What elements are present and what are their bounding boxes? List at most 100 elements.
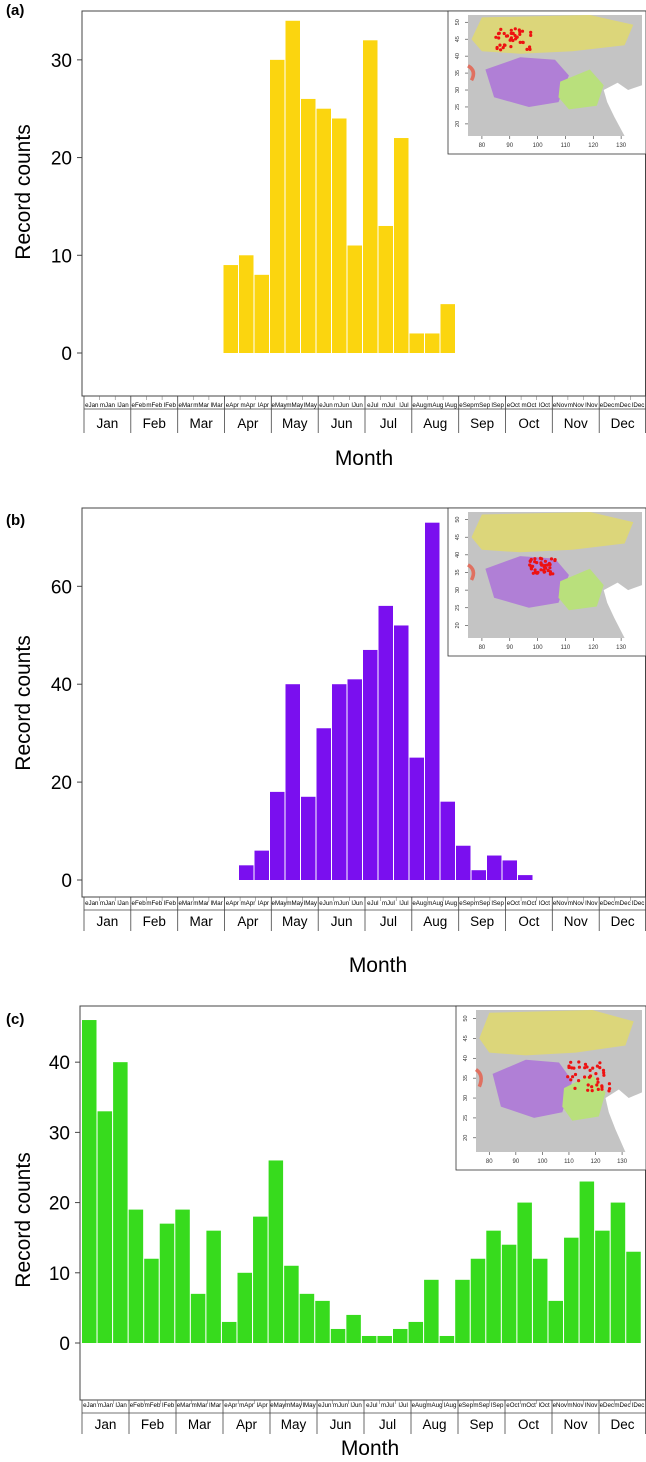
- inset-map-green-region: [562, 1073, 606, 1121]
- inset-map-point: [510, 31, 514, 36]
- period-tick-label: mAug: [427, 402, 444, 409]
- inset-map-point: [529, 567, 534, 571]
- period-tick-label: mAug: [426, 1402, 443, 1409]
- inset-map-point: [553, 558, 557, 563]
- inset-map-point: [548, 570, 553, 574]
- inset-map-point: [504, 34, 509, 38]
- period-tick-label: lAug: [445, 900, 458, 907]
- inset-map-point: [587, 1075, 592, 1079]
- period-tick-label: lDec: [632, 1402, 644, 1409]
- inset-map-point: [533, 568, 537, 572]
- period-tick-label: eJun: [318, 1402, 332, 1409]
- period-tick-label: lSep: [491, 1402, 504, 1409]
- inset-map-point: [499, 48, 503, 52]
- inset-map-point: [540, 563, 544, 567]
- period-tick-label: lApr: [257, 1402, 268, 1409]
- inset-map-point: [538, 556, 543, 561]
- y-tick-label: 10: [49, 1264, 70, 1285]
- y-tick-label: 60: [51, 577, 72, 598]
- x-axis-label: Month: [341, 1437, 399, 1460]
- bar: [332, 118, 347, 354]
- bar: [332, 684, 347, 880]
- month-tick-label: Feb: [141, 1417, 164, 1432]
- bar: [301, 98, 316, 353]
- month-tick-label: Jan: [97, 416, 119, 431]
- inset-map-y-tick-label: 30: [463, 1095, 469, 1101]
- bar: [175, 1209, 190, 1343]
- inset-map-x-tick-label: 110: [561, 645, 571, 651]
- bar: [394, 625, 409, 880]
- period-tick-label: lSep: [492, 402, 505, 409]
- inset-map-yellow-region: [471, 512, 634, 553]
- inset-map-point: [598, 1066, 602, 1070]
- period-tick-label: mNov: [567, 1402, 584, 1409]
- inset-map-point: [577, 1065, 582, 1069]
- bar: [409, 333, 424, 353]
- inset-map-y-tick-label: 40: [455, 552, 461, 558]
- inset-map-y-tick-label: 20: [463, 1135, 469, 1141]
- period-tick-label: lMay: [304, 900, 318, 907]
- bar: [440, 801, 455, 880]
- inset-map-y-tick-label: 20: [455, 622, 461, 628]
- bar: [440, 304, 455, 353]
- bar: [223, 265, 238, 353]
- inset-map-point: [513, 27, 517, 31]
- inset-map-point: [569, 1078, 573, 1082]
- bar: [190, 1293, 206, 1343]
- inset-map-point: [595, 1064, 600, 1068]
- bar: [239, 865, 254, 880]
- bar: [425, 522, 440, 880]
- inset-map-point: [528, 45, 532, 49]
- inset-map-point: [509, 36, 513, 40]
- inset-map-point: [598, 1061, 602, 1065]
- month-tick-label: Aug: [422, 1417, 446, 1432]
- inset-map-point: [531, 571, 535, 575]
- period-tick-label: eNov: [553, 1402, 568, 1409]
- period-tick-label: mSep: [473, 1402, 490, 1409]
- bar: [501, 1244, 517, 1343]
- inset-map-point: [539, 568, 543, 572]
- period-tick-label: eMay: [272, 402, 288, 409]
- inset-map-point: [533, 557, 537, 561]
- period-tick-label: eApr: [226, 900, 239, 907]
- inset-map-point: [509, 45, 513, 49]
- inset-map-point: [590, 1085, 594, 1089]
- period-tick-label: eJul: [366, 1402, 377, 1409]
- period-tick-label: lSep: [492, 900, 505, 907]
- period-tick-label: eNov: [553, 900, 568, 907]
- inset-map-y-tick-label: 50: [455, 516, 461, 522]
- bar: [377, 1335, 392, 1343]
- bar: [128, 1209, 144, 1343]
- period-tick-label: mSep: [474, 402, 491, 409]
- bar: [610, 1202, 626, 1343]
- period-tick-label: mDec: [615, 900, 631, 907]
- period-tick-label: eMay: [272, 900, 288, 907]
- inset-map-point: [520, 29, 525, 33]
- period-tick-label: eJan: [83, 1402, 97, 1409]
- inset-map-x-tick-label: 100: [533, 645, 544, 651]
- month-tick-label: Jul: [379, 1417, 396, 1432]
- inset-map-y-tick-label: 50: [455, 19, 461, 25]
- inset-map-x-tick-label: 110: [564, 1159, 574, 1165]
- inset-map-y-tick-label: 20: [455, 121, 461, 127]
- inset-map-point: [529, 557, 533, 562]
- inset-map-x-tick-label: 80: [479, 143, 486, 149]
- panel-label: (c): [6, 1011, 24, 1028]
- period-tick-label: eJul: [367, 402, 378, 409]
- inset-map-point: [594, 1072, 598, 1076]
- period-tick-label: eApr: [226, 402, 239, 409]
- period-tick-label: mJun: [333, 1402, 349, 1409]
- bar: [425, 333, 440, 353]
- inset-map-x-tick-label: 120: [588, 645, 599, 651]
- bar: [221, 1321, 237, 1343]
- inset-map-point: [548, 566, 552, 570]
- inset-map-point: [529, 33, 533, 38]
- x-axis-label: Month: [335, 447, 393, 470]
- period-tick-label: mApr: [239, 1402, 254, 1409]
- inset-map-point: [577, 1060, 581, 1064]
- period-tick-label: mJun: [334, 900, 350, 907]
- bar: [159, 1223, 175, 1343]
- inset-map-yellow-region: [479, 1010, 634, 1056]
- inset-map-x-tick-label: 80: [486, 1159, 493, 1165]
- period-tick-label: lJul: [399, 1402, 408, 1409]
